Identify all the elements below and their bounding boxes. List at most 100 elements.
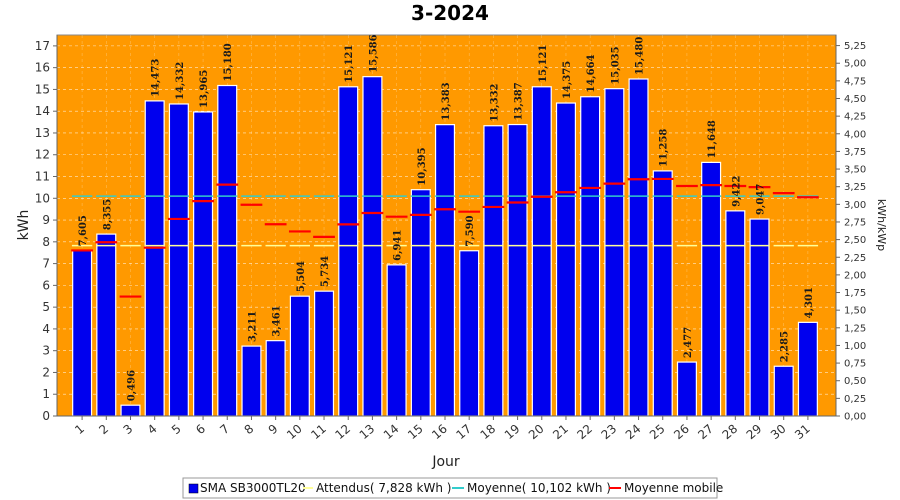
x-tick-label-day-10: 10 xyxy=(284,422,305,443)
data-label-day-4: 14,473 xyxy=(151,59,162,97)
data-label-day-27: 11,648 xyxy=(707,120,718,158)
bar-day-18 xyxy=(483,125,504,417)
y2-tick-label: 0,00 xyxy=(844,412,866,423)
y2-tick-label: 0,75 xyxy=(844,359,866,370)
y2-tick-label: 2,50 xyxy=(844,235,866,246)
legend-entry-moving-average: Moyenne mobile xyxy=(624,481,723,495)
bar-day-23 xyxy=(604,88,625,417)
y2-tick-label: 1,75 xyxy=(844,288,866,299)
data-label-day-6: 13,965 xyxy=(199,70,210,108)
data-label-day-19: 13,387 xyxy=(514,82,525,120)
data-label-day-20: 15,121 xyxy=(538,45,549,83)
x-tick-label-day-14: 14 xyxy=(381,422,402,443)
x-tick-label-day-27: 27 xyxy=(695,422,716,443)
y2-tick-label: 2,00 xyxy=(844,270,866,281)
y-tick-label: 16 xyxy=(35,61,50,75)
data-label-day-26: 2,477 xyxy=(683,327,694,358)
bar-day-2 xyxy=(96,233,117,417)
legend-entry-production: SMA SB3000TL20 xyxy=(200,481,306,495)
y2-tick-label: 3,00 xyxy=(844,200,866,211)
y-tick-label: 0 xyxy=(42,409,50,423)
y2-tick-label: 1,50 xyxy=(844,306,866,317)
data-label-day-7: 15,180 xyxy=(223,43,234,81)
x-tick-label-day-17: 17 xyxy=(453,422,474,443)
bar-day-1 xyxy=(72,249,93,417)
y2-tick-label: 1,00 xyxy=(844,341,866,352)
data-label-day-3: 0,496 xyxy=(126,370,137,401)
x-tick-label-day-31: 31 xyxy=(792,422,813,443)
legend-swatch-bar xyxy=(188,483,199,494)
y2-tick-label: 0,25 xyxy=(844,394,866,405)
data-label-day-29: 9,047 xyxy=(756,184,767,215)
data-label-day-21: 14,375 xyxy=(562,61,573,99)
x-axis: 1 2 3 4 5 6 7 8 9 10 11 12 13 14 15 16 17 18 19 20 21 22 23 24 2… xyxy=(57,415,836,443)
bar-day-14 xyxy=(386,264,407,417)
bar-day-20 xyxy=(531,86,552,417)
bar-day-17 xyxy=(459,250,480,417)
data-labels: 7,605 8,355 0,496 14,473 14,332 13,965 15,180 3… xyxy=(78,34,815,401)
x-tick-label-day-22: 22 xyxy=(574,422,595,443)
y-tick-label: 3 xyxy=(42,344,50,358)
y2-tick-label: 0,50 xyxy=(844,376,866,387)
bar-day-28 xyxy=(725,210,746,417)
bar-day-29 xyxy=(749,218,770,417)
y-tick-label: 11 xyxy=(35,170,50,184)
bar-day-8 xyxy=(241,345,262,417)
bar-day-4 xyxy=(144,100,165,417)
y2-tick-label: 1,25 xyxy=(844,323,866,334)
y2-tick-label: 4,75 xyxy=(844,76,866,87)
y2-axis-title: kWh/kWp xyxy=(875,199,888,251)
data-label-day-15: 10,395 xyxy=(417,147,428,185)
bar-day-3 xyxy=(120,404,141,417)
y-axis-title: kWh xyxy=(16,210,32,241)
bar-day-10 xyxy=(289,295,310,417)
bar-series xyxy=(72,76,818,417)
x-tick-label-day-3: 3 xyxy=(121,422,136,438)
x-tick-label-day-8: 8 xyxy=(242,422,257,438)
data-label-day-30: 2,285 xyxy=(780,331,791,362)
bar-day-7 xyxy=(217,84,238,417)
x-tick-label-day-11: 11 xyxy=(308,422,329,443)
bar-day-15 xyxy=(410,189,431,417)
y-tick-label: 9 xyxy=(42,213,50,227)
data-label-day-17: 7,590 xyxy=(465,215,476,246)
data-label-day-14: 6,941 xyxy=(393,230,404,261)
x-tick-label-day-30: 30 xyxy=(768,422,789,443)
bar-day-21 xyxy=(555,102,577,417)
bar-day-6 xyxy=(193,111,214,417)
y2-tick-label: 5,00 xyxy=(844,59,866,70)
chart-title: 3-2024 xyxy=(411,1,489,25)
bar-day-16 xyxy=(434,124,456,417)
bar-day-13 xyxy=(362,76,383,417)
x-tick-label-day-19: 19 xyxy=(502,422,523,443)
x-tick-label-day-4: 4 xyxy=(145,422,160,438)
y-tick-label: 2 xyxy=(42,365,50,379)
data-label-day-13: 15,586 xyxy=(368,34,379,72)
bar-day-9 xyxy=(265,340,286,417)
bar-day-30 xyxy=(773,365,794,417)
data-label-day-24: 15,480 xyxy=(635,37,646,75)
y2-tick-label: 2,75 xyxy=(844,217,866,228)
x-tick-label-day-13: 13 xyxy=(357,422,378,443)
y2-tick-label: 3,75 xyxy=(844,147,866,158)
x-tick-label-day-6: 6 xyxy=(193,422,208,438)
data-label-day-10: 5,504 xyxy=(296,261,307,292)
bar-day-31 xyxy=(797,321,818,417)
x-tick-label-day-1: 1 xyxy=(72,422,87,438)
x-tick-label-day-16: 16 xyxy=(429,422,450,443)
y2-tick-label: 2,25 xyxy=(844,253,866,264)
data-label-day-12: 15,121 xyxy=(344,45,355,83)
y-tick-label: 17 xyxy=(35,39,50,53)
data-label-day-25: 11,258 xyxy=(659,129,670,167)
x-tick-label-day-26: 26 xyxy=(671,422,692,443)
bar-day-12 xyxy=(338,86,359,417)
legend-entry-expected: Attendus( 7,828 kWh ) xyxy=(316,481,451,495)
x-tick-label-day-2: 2 xyxy=(96,422,111,438)
x-tick-label-day-20: 20 xyxy=(526,422,547,443)
bar-day-26 xyxy=(676,361,697,417)
y2-tick-label: 3,25 xyxy=(844,182,866,193)
y-tick-label: 1 xyxy=(42,387,50,401)
data-label-day-16: 13,383 xyxy=(441,82,452,120)
x-tick-label-day-28: 28 xyxy=(720,422,741,443)
